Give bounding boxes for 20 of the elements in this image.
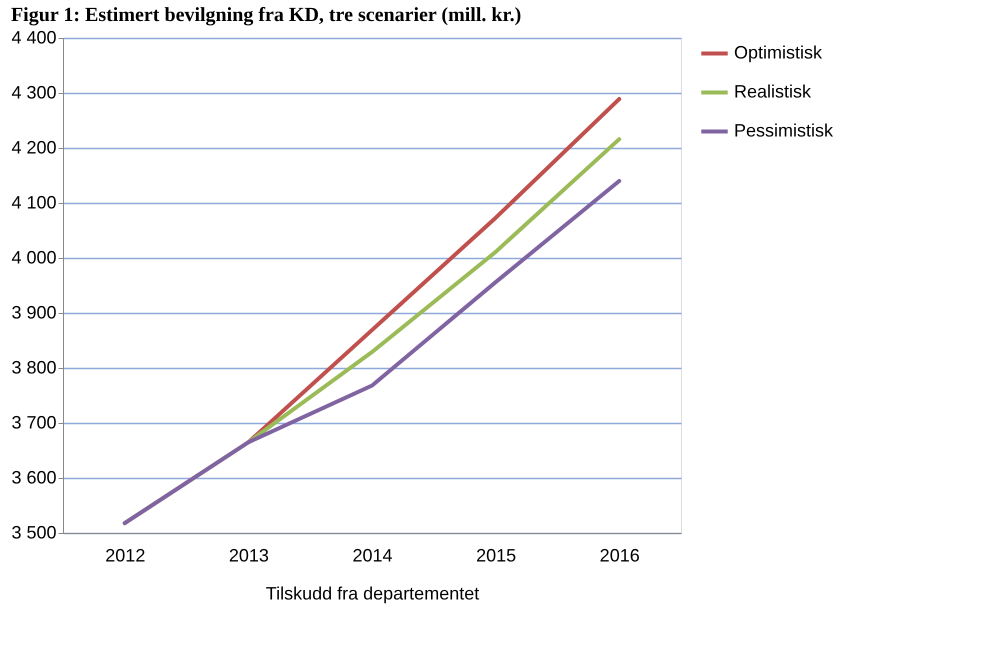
legend-label: Optimistisk: [734, 42, 824, 62]
x-axis-title: Tilskudd fra departementet: [266, 584, 480, 604]
y-tick-label: 3 700: [11, 412, 56, 432]
x-tick-label: 2015: [476, 546, 516, 566]
legend-label: Pessimistisk: [734, 120, 834, 140]
y-tick-label: 3 900: [11, 302, 56, 322]
x-tick-label: 2013: [228, 546, 269, 566]
y-tick-label: 4 300: [11, 82, 56, 102]
y-tick-label: 3 600: [11, 468, 56, 488]
y-tick-label: 3 800: [11, 358, 56, 378]
y-tick-label: 3 500: [11, 522, 56, 542]
x-tick-label: 2016: [600, 546, 640, 566]
y-tick-label: 4 400: [11, 28, 56, 48]
y-tick-label: 4 000: [11, 248, 56, 268]
x-tick-label: 2012: [105, 546, 146, 566]
y-tick-label: 4 200: [11, 138, 56, 158]
y-tick-label: 4 100: [11, 192, 56, 212]
chart-title: Figur 1: Estimert bevilgning fra KD, tre scenarier (mill. kr.): [10, 4, 522, 26]
x-tick-label: 2014: [352, 546, 393, 566]
legend-label: Realistisk: [734, 82, 812, 102]
